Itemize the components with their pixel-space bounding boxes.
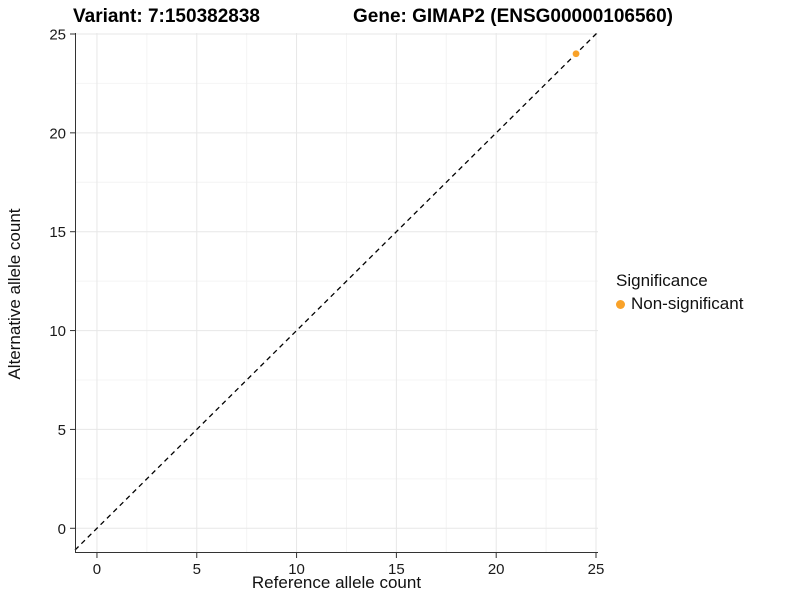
plot-panel: 0 5 10 15 20 25 0 5 10 15 20 25 xyxy=(49,26,604,578)
plot-title-variant: Variant: 7:150382838 xyxy=(73,6,260,27)
legend-title: Significance xyxy=(616,271,708,290)
x-tick-label: 0 xyxy=(93,561,101,578)
legend: Significance Non-significant xyxy=(616,271,743,314)
data-point xyxy=(572,50,580,58)
x-tick-label: 25 xyxy=(588,561,605,578)
x-tick-label: 20 xyxy=(488,561,505,578)
y-tick-label: 20 xyxy=(49,125,66,142)
y-tick-label: 15 xyxy=(49,224,66,241)
y-tick-label: 10 xyxy=(49,323,66,340)
y-tick-label: 5 xyxy=(58,422,66,439)
y-tick-label: 25 xyxy=(49,26,66,43)
y-axis-title: Alternative allele count xyxy=(5,208,24,380)
plot-title-gene: Gene: GIMAP2 (ENSG00000106560) xyxy=(353,6,673,27)
x-tick-label: 15 xyxy=(388,561,405,578)
x-axis-title: Reference allele count xyxy=(251,573,422,592)
y-tick-label: 0 xyxy=(58,521,66,538)
plot-svg: 0 5 10 15 20 25 0 5 10 15 20 25 xyxy=(49,26,604,578)
legend-point-icon xyxy=(616,299,625,309)
x-tick-label: 5 xyxy=(193,561,201,578)
identity-dashed-line xyxy=(74,32,598,551)
legend-item-non-significant: Non-significant xyxy=(616,294,743,314)
x-tick-label: 10 xyxy=(288,561,305,578)
legend-item-label: Non-significant xyxy=(631,294,744,313)
